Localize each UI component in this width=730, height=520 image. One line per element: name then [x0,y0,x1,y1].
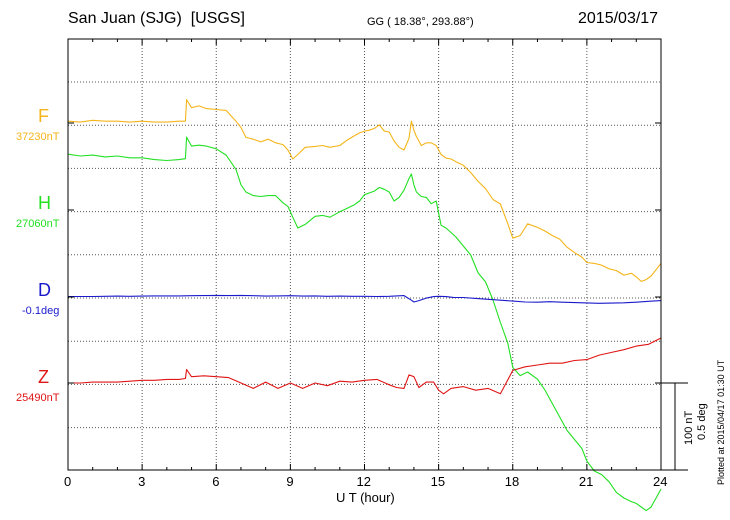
station-title: San Juan (SJG) [USGS] [68,10,245,28]
component-letter-z: Z [38,367,49,387]
component-baseline-d: -0.1deg [22,305,60,317]
component-letter-d: D [38,280,51,300]
station-name: San Juan (SJG) [68,10,182,27]
x-tick-label: 12 [356,474,371,489]
component-baseline-h: 27060nT [16,218,60,230]
plot-date: 2015/03/17 [578,10,659,27]
scale-label-deg: 0.5 deg [696,403,708,440]
x-axis-ticks [67,39,662,470]
x-tick-label: 9 [286,474,294,489]
series-line-f [67,99,662,282]
geo-coordinates: GG ( 18.38°, 293.88°) [367,16,474,28]
x-tick-label: 24 [653,474,668,489]
scale-label-nt: 100 nT [683,410,695,445]
scale-bar [661,382,688,471]
x-tick-label: 3 [138,474,146,489]
x-tick-label: 18 [504,474,520,489]
x-tick-label: 6 [212,474,220,489]
component-letter-f: F [38,106,49,126]
series-line-h [67,136,662,512]
series-lines [67,99,662,512]
component-baseline-z: 25490nT [16,392,60,404]
x-tick-label: 0 [64,474,72,489]
component-baseline-f: 37230nT [16,131,60,143]
series-line-z [68,337,662,395]
series-line-d [67,294,662,304]
grid-lines [68,39,661,470]
data-source: [USGS] [190,10,245,27]
plotted-timestamp: Plotted at 2015/04/17 01:30 UT [716,359,726,485]
x-axis-label: U T (hour) [336,490,395,505]
x-tick-label: 21 [578,474,594,489]
x-tick-label: 15 [430,474,446,489]
component-letter-h: H [38,193,51,213]
